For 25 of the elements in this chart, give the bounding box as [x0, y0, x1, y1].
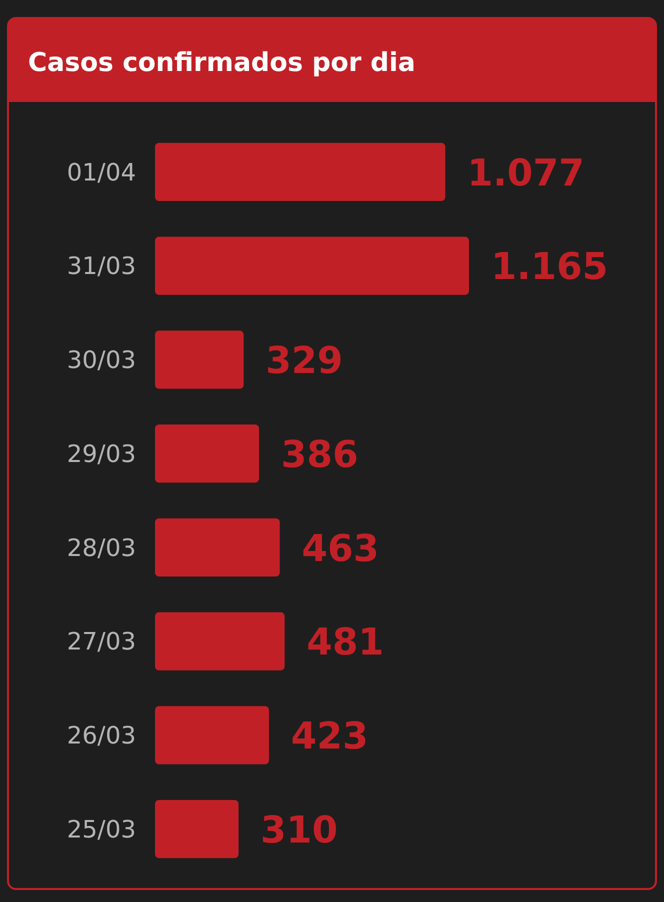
y-tick-label: 27/03: [66, 628, 136, 656]
data-label: 386: [281, 432, 358, 476]
bar: [155, 800, 239, 858]
data-label: 423: [291, 714, 368, 758]
y-tick-label: 26/03: [66, 722, 136, 750]
data-label: 1.077: [467, 151, 584, 194]
bar: [155, 518, 280, 577]
data-label: 310: [260, 808, 338, 852]
y-tick-label: 30/03: [66, 346, 136, 374]
chart-title: Casos confirmados por dia: [28, 48, 416, 78]
bar: [155, 330, 244, 389]
y-tick-label: 28/03: [66, 534, 136, 562]
data-label: 481: [306, 620, 384, 664]
bar: [155, 424, 260, 483]
data-label: 463: [302, 526, 380, 570]
bar: [155, 236, 469, 295]
data-label: 1.165: [491, 245, 608, 288]
bar: [155, 142, 446, 202]
data-label: 329: [266, 339, 343, 382]
y-tick-label: 25/03: [66, 815, 136, 844]
y-tick-label: 01/04: [66, 158, 136, 186]
y-tick-label: 31/03: [66, 252, 136, 280]
bar: [155, 706, 270, 764]
bar: [155, 612, 285, 670]
y-tick-label: 29/03: [66, 440, 136, 468]
